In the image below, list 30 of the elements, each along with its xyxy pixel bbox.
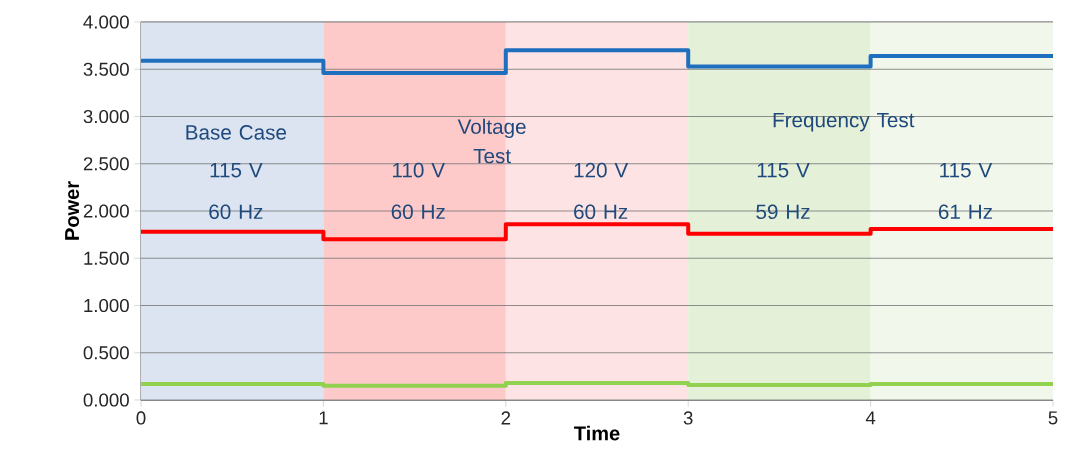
x-tick-label: 2	[501, 411, 511, 425]
annotation: 60 Hz	[391, 204, 445, 220]
annotation: 115 V	[757, 162, 810, 178]
annotation: 60 Hz	[574, 204, 628, 220]
annotation: 61 Hz	[938, 204, 992, 220]
x-tick-label: 3	[683, 411, 693, 425]
annotation: 59 Hz	[756, 204, 810, 220]
annotation: 115 V	[940, 162, 993, 178]
y-tick-label: 1.500	[84, 251, 129, 265]
annotation: 110 V	[393, 162, 445, 178]
y-tick-label: 2.500	[83, 157, 129, 171]
y-tick-label: 1.000	[84, 298, 129, 313]
annotation: Voltage Test	[457, 118, 526, 164]
x-tick-label: 4	[865, 411, 876, 425]
y-tick-label: 3.000	[83, 109, 129, 124]
annotation: Base Case	[186, 125, 287, 140]
y-tick-label: 4.000	[83, 15, 129, 29]
y-axis-title: Power	[65, 181, 80, 240]
annotation: 115 V	[210, 162, 263, 178]
y-tick-label: 0.000	[83, 393, 129, 407]
x-tick-label: 5	[1048, 411, 1058, 425]
annotation: Frequency Test	[773, 112, 915, 132]
y-tick-label: 0.500	[83, 346, 129, 360]
annotation: 120 V	[574, 162, 629, 178]
x-tick-label: 0	[136, 411, 146, 425]
annotation: 60 Hz	[209, 204, 263, 220]
x-axis-title: Time	[574, 425, 620, 441]
x-tick-label: 1	[319, 411, 328, 425]
y-tick-label: 2.000	[83, 204, 129, 218]
y-tick-label: 3.500	[83, 62, 129, 76]
